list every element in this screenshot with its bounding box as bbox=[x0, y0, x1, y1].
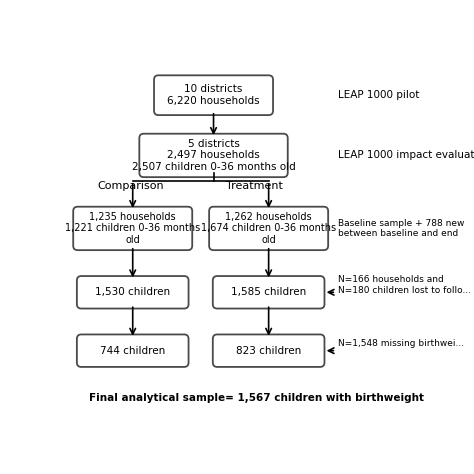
Text: 1,235 households
1,221 children 0-36 months
old: 1,235 households 1,221 children 0-36 mon… bbox=[65, 212, 201, 245]
FancyBboxPatch shape bbox=[213, 276, 325, 309]
Text: N=166 households and
N=180 children lost to follo...: N=166 households and N=180 children lost… bbox=[338, 275, 472, 295]
Text: LEAP 1000 pilot: LEAP 1000 pilot bbox=[338, 90, 420, 100]
FancyBboxPatch shape bbox=[139, 134, 288, 177]
Text: 10 districts
6,220 households: 10 districts 6,220 households bbox=[167, 84, 260, 106]
Text: N=1,548 missing birthwei...: N=1,548 missing birthwei... bbox=[338, 339, 465, 348]
Text: Comparison: Comparison bbox=[98, 182, 164, 191]
Text: 1,530 children: 1,530 children bbox=[95, 287, 170, 297]
FancyBboxPatch shape bbox=[73, 207, 192, 250]
Text: 5 districts
2,497 households
2,507 children 0-36 months old: 5 districts 2,497 households 2,507 child… bbox=[132, 139, 295, 172]
FancyBboxPatch shape bbox=[209, 207, 328, 250]
Text: 1,262 households
1,674 children 0-36 months
old: 1,262 households 1,674 children 0-36 mon… bbox=[201, 212, 336, 245]
Text: 823 children: 823 children bbox=[236, 346, 301, 356]
FancyBboxPatch shape bbox=[154, 75, 273, 115]
Text: LEAP 1000 impact evaluation: LEAP 1000 impact evaluation bbox=[338, 150, 474, 160]
FancyBboxPatch shape bbox=[77, 276, 189, 309]
FancyBboxPatch shape bbox=[77, 335, 189, 367]
Text: 744 children: 744 children bbox=[100, 346, 165, 356]
Text: Treatment: Treatment bbox=[227, 182, 283, 191]
Text: Baseline sample + 788 new
between baseline and end: Baseline sample + 788 new between baseli… bbox=[338, 219, 465, 238]
Text: Final analytical sample= 1,567 children with birthweight: Final analytical sample= 1,567 children … bbox=[89, 393, 424, 403]
FancyBboxPatch shape bbox=[213, 335, 325, 367]
Text: 1,585 children: 1,585 children bbox=[231, 287, 306, 297]
